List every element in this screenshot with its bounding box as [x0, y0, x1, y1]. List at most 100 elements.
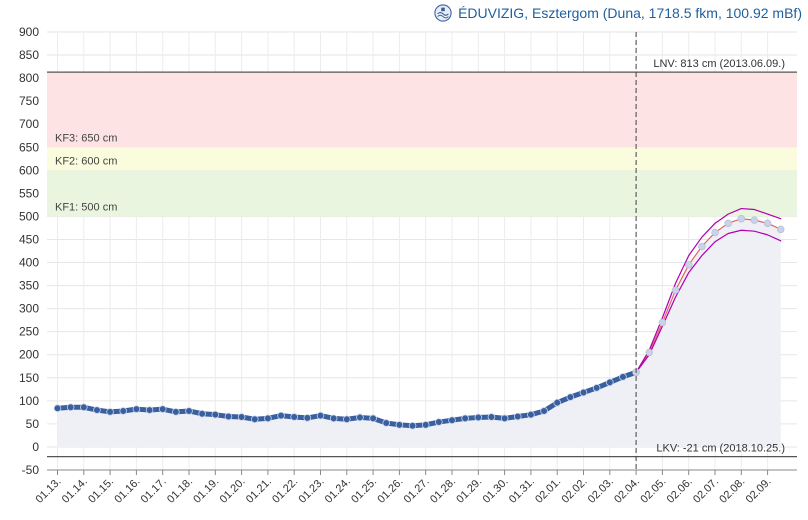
x-tick-label: 02.08. [717, 476, 747, 506]
x-tick-label: 02.02. [560, 476, 590, 506]
measured-point [461, 414, 469, 423]
y-tick-label: 750 [19, 94, 39, 108]
y-tick-label: 100 [19, 394, 39, 408]
y-tick-label: 700 [19, 117, 39, 131]
x-tick-label: 01.20. [218, 476, 248, 506]
forecast-point [684, 261, 693, 269]
x-tick-label: 01.18. [165, 476, 195, 506]
forecast-point [698, 242, 706, 251]
measured-point [303, 414, 312, 422]
x-tick-label: 01.22. [270, 476, 300, 506]
x-tick-label: 01.28. [428, 476, 458, 506]
measured-point [329, 414, 338, 423]
measured-point [93, 406, 101, 414]
forecast-point [737, 215, 745, 223]
forecast-point [671, 286, 680, 294]
y-tick-label: 300 [19, 302, 39, 316]
measured-point [172, 408, 180, 416]
measured-point [619, 373, 627, 381]
measured-point [80, 403, 88, 412]
reference-label-lkv: LKV: -21 cm (2018.10.25.) [656, 443, 785, 455]
x-tick-label: 01.27. [402, 476, 432, 506]
measured-point [185, 407, 193, 415]
measured-point [290, 413, 299, 421]
x-tick-label: 02.06. [665, 476, 695, 506]
x-tick-label: 01.15. [86, 476, 116, 506]
band-kf3 [47, 72, 797, 148]
measured-point [145, 406, 154, 414]
x-tick-label: 01.17. [139, 476, 169, 506]
chart-title: ÉDUVIZIG, Esztergom (Duna, 1718.5 fkm, 1… [458, 5, 802, 21]
measured-point [250, 415, 259, 424]
x-tick-label: 01.19. [191, 476, 221, 506]
measured-point [553, 398, 561, 407]
x-tick-label: 01.23. [297, 476, 327, 506]
x-tick-label: 01.31. [507, 476, 537, 506]
measured-point [592, 384, 601, 392]
measured-point [382, 419, 391, 427]
measured-point [421, 421, 430, 429]
reference-label-lnv: LNV: 813 cm (2013.06.09.) [653, 58, 785, 70]
measured-point [158, 405, 167, 413]
measured-point [224, 412, 233, 421]
measured-point [237, 413, 246, 421]
band-label-kf3: KF3: 650 cm [55, 132, 117, 144]
measured-point [579, 388, 588, 397]
measured-point [540, 407, 548, 415]
x-tick-label: 01.16. [112, 476, 142, 506]
measured-point [527, 410, 535, 419]
y-tick-label: 450 [19, 232, 39, 246]
forecast-point [658, 318, 667, 327]
measured-point [395, 421, 404, 429]
x-tick-label: 02.01. [533, 476, 563, 506]
measured-point [106, 408, 114, 416]
x-tick-label: 02.05. [638, 476, 668, 506]
x-tick-label: 02.09. [744, 476, 774, 506]
measured-point [198, 409, 206, 418]
x-tick-label: 02.07. [691, 476, 721, 506]
y-tick-label: 400 [19, 256, 39, 270]
level-area [57, 218, 781, 447]
x-tick-label: 01.21. [244, 476, 274, 506]
y-tick-label: 600 [19, 163, 39, 177]
x-tick-label: 01.25. [349, 476, 379, 506]
series-line-lower [635, 229, 782, 373]
forecast-point [763, 219, 772, 228]
x-tick-label: 01.30. [481, 476, 511, 506]
measured-point [277, 411, 285, 420]
measured-point [487, 413, 496, 421]
y-tick-label: 500 [19, 209, 39, 223]
band-kf2 [47, 147, 797, 171]
measured-point [435, 418, 443, 426]
measured-point [119, 407, 128, 415]
chart-header: ÉDUVIZIG, Esztergom (Duna, 1718.5 fkm, 1… [434, 0, 802, 26]
measured-point [53, 404, 62, 413]
y-tick-label: 200 [19, 348, 39, 362]
measured-point [448, 416, 456, 425]
measured-point [605, 378, 614, 387]
forecast-point [645, 348, 653, 357]
measured-point [500, 414, 509, 423]
measured-point [211, 410, 220, 419]
forecast-point [777, 225, 785, 234]
y-tick-label: 350 [19, 279, 39, 293]
forecast-point [750, 216, 759, 224]
eduvizig-emblem-icon [434, 4, 452, 22]
y-tick-label: -50 [22, 463, 40, 477]
x-tick-label: 01.24. [323, 476, 353, 506]
x-tick-label: 02.03. [586, 476, 616, 506]
y-tick-label: 800 [19, 71, 39, 85]
band-label-kf1: KF1: 500 cm [55, 201, 117, 213]
y-tick-label: 150 [19, 371, 39, 385]
measured-point [316, 411, 325, 420]
measured-point [342, 415, 351, 424]
x-tick-label: 02.04. [612, 476, 642, 506]
measured-point [408, 421, 417, 430]
x-tick-label: 01.14. [60, 476, 90, 506]
measured-point [356, 413, 364, 422]
y-tick-label: 650 [19, 140, 39, 154]
measured-point [474, 413, 483, 422]
y-tick-label: 250 [19, 325, 39, 339]
